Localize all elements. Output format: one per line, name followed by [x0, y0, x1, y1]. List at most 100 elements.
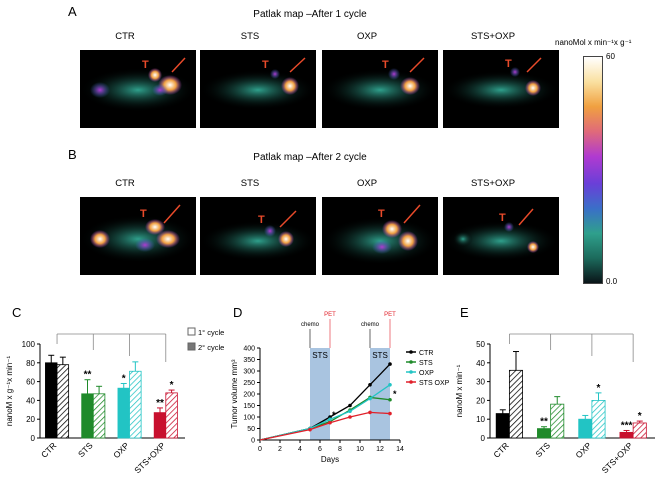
panel-a-col-ctr: CTR [115, 31, 135, 42]
c-ytick-label: 80 [26, 359, 35, 368]
chemo-label: chemo [301, 322, 320, 328]
panel-a-letter: A [68, 4, 77, 19]
c-sig: ** [84, 370, 92, 381]
panel-b-col-oxp: OXP [356, 178, 378, 189]
d-point-ctr [368, 383, 372, 387]
e-ytick-label: 40 [476, 359, 485, 368]
tumor-arrow [163, 204, 181, 224]
d-point-stsoxp [308, 427, 312, 432]
e-bar-sts-s1 [537, 428, 552, 439]
d-xtick-label: 0 [258, 446, 262, 453]
pet-label: PET [384, 312, 396, 318]
e-ytick-label: 50 [476, 340, 485, 349]
panel-a-title: Patlak map –After 1 cycle [253, 9, 367, 20]
c-bar-oxp-s2 [129, 370, 142, 439]
legend-label-cycle2: 2° cycle [198, 343, 224, 352]
tumor-arrow [409, 57, 425, 73]
d-sig: * [393, 389, 397, 399]
e-xtick-label: STS+OXP [600, 440, 635, 475]
d-legend-marker [409, 380, 413, 384]
treatment-band [310, 348, 330, 440]
e-sig2: * [638, 411, 642, 422]
c-sig2: * [170, 380, 174, 391]
panel-d-chart: STSchemoPETSTSchemoPET050100150200250300… [230, 312, 450, 464]
pet-image-b-sts: T [200, 197, 316, 275]
tumor-marker: T [258, 214, 265, 226]
tumor-marker: T [140, 208, 147, 220]
d-ytick-label: 0 [251, 438, 255, 445]
c-xtick-label: OXP [111, 440, 131, 460]
d-legend-label: STS [419, 360, 433, 367]
tumor-arrow [518, 208, 534, 226]
d-legend-marker [409, 370, 413, 374]
c-xtick-label: STS [76, 440, 95, 459]
treatment-band [370, 348, 390, 440]
d-legend-label: CTR [419, 350, 433, 357]
panel-c-chart: 0 20 40 60 80 100 nanoM x g⁻¹x min⁻¹ CTR ** STS * O… [5, 327, 224, 475]
d-ytick-label: 300 [243, 369, 255, 376]
d-xtick-label: 14 [396, 446, 404, 453]
tumor-marker: T [262, 59, 269, 71]
pet-image-b-ctr: T [80, 197, 196, 275]
d-ytick-label: 50 [247, 426, 255, 433]
c-sig: ** [156, 398, 164, 409]
tumor-marker: T [142, 59, 149, 71]
c-ytick-label: 40 [26, 396, 35, 405]
d-xtick-label: 10 [356, 446, 364, 453]
legend-swatch-cycle2 [187, 342, 196, 351]
panel-b-letter: B [68, 147, 77, 162]
c-bar-sts-s2 [92, 393, 106, 439]
e-ytick-label: 30 [476, 378, 485, 387]
d-xtick-label: 6 [318, 446, 322, 453]
c-ytick-label: 0 [31, 434, 36, 443]
d-ylabel: Tumor volume mm³ [230, 359, 239, 428]
tumor-marker: T [378, 208, 385, 220]
d-legend-label: OXP [419, 370, 434, 377]
e-ytick-label: 10 [476, 415, 485, 424]
d-ytick-label: 250 [243, 380, 255, 387]
e-sig: ** [540, 417, 548, 428]
c-bar-ctr-s1 [45, 362, 58, 439]
d-point-ctr [388, 362, 392, 366]
c-xtick-label: CTR [39, 440, 58, 459]
d-xlabel: Days [321, 455, 339, 464]
sts-label: STS [372, 351, 388, 360]
tumor-arrow [279, 210, 297, 228]
c-bar-sts-s1 [81, 393, 94, 439]
tumor-arrow [289, 57, 306, 73]
legend-label-cycle1: 1° cycle [198, 328, 224, 337]
sts-label: STS [312, 351, 328, 360]
d-ytick-label: 100 [243, 415, 255, 422]
pet-image-a-sts: T [200, 50, 316, 128]
tumor-arrow [526, 57, 542, 73]
c-ytick-label: 100 [22, 340, 36, 349]
colorbar-min: 0.0 [606, 277, 618, 286]
tumor-marker: T [382, 59, 389, 71]
panel-c-letter: C [12, 305, 22, 320]
pet-image-a-ctr: T [80, 50, 196, 128]
tumor-marker: T [499, 212, 506, 224]
panel-e-letter: E [460, 305, 469, 320]
d-xtick-label: 4 [298, 446, 302, 453]
panel-a-col-stsoxp: STS+OXP [470, 31, 516, 42]
c-bar-stsoxp-s1 [153, 412, 167, 439]
d-series-line-oxp [259, 384, 391, 441]
e-ytick-label: 20 [476, 396, 485, 405]
c-bar-ctr-s2 [56, 364, 70, 439]
pet-label: PET [324, 312, 336, 318]
panel-a-col-oxp: OXP [356, 31, 378, 42]
d-xtick-label: 2 [278, 446, 282, 453]
e-sig: *** [621, 420, 633, 431]
c-ytick-label: 20 [26, 415, 35, 424]
panel-a-col-sts: STS [240, 31, 260, 42]
e-bar-oxp-s1 [578, 418, 593, 439]
tumor-arrow [403, 204, 421, 224]
d-point-sts [388, 397, 392, 402]
d-point-stsoxp [368, 410, 372, 415]
e-bar-sts-s2 [550, 403, 565, 439]
pet-image-a-stsoxp: T [443, 50, 559, 128]
e-xtick-label: STS [533, 440, 552, 459]
colorbar-unit: nanoMol x min⁻¹x g⁻¹ [555, 38, 632, 47]
d-point-stsoxp [388, 411, 392, 416]
